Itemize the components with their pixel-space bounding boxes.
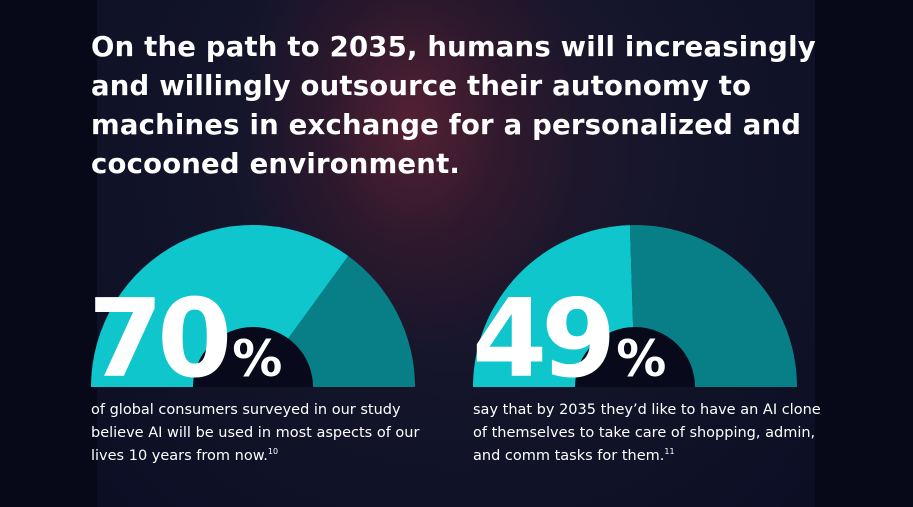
headline: On the path to 2035, humans will increas… [91, 31, 816, 180]
stat-caption-right: say that by 2035 they’d like to have an … [473, 399, 823, 468]
stat-number: 49 [472, 277, 616, 402]
caption-text: say that by 2035 they’d like to have an … [473, 402, 821, 464]
gauge-center-hole [193, 327, 313, 387]
footnote-marker: 11 [664, 447, 675, 457]
gauge-fill-arc [91, 225, 349, 387]
stat-value-right: 49% [472, 286, 666, 394]
gauge-chart-left [91, 225, 415, 387]
gauge-center-hole [575, 327, 695, 387]
stat-value-left: 70% [88, 286, 282, 394]
stat-number: 70 [88, 277, 232, 402]
percent-sign: % [616, 330, 667, 388]
percent-sign: % [232, 330, 283, 388]
footnote-marker: 10 [267, 447, 279, 457]
caption-text: of global consumers surveyed in our stud… [91, 402, 420, 464]
stat-caption-left: of global consumers surveyed in our stud… [91, 399, 431, 468]
gauge-chart-right [473, 225, 797, 387]
